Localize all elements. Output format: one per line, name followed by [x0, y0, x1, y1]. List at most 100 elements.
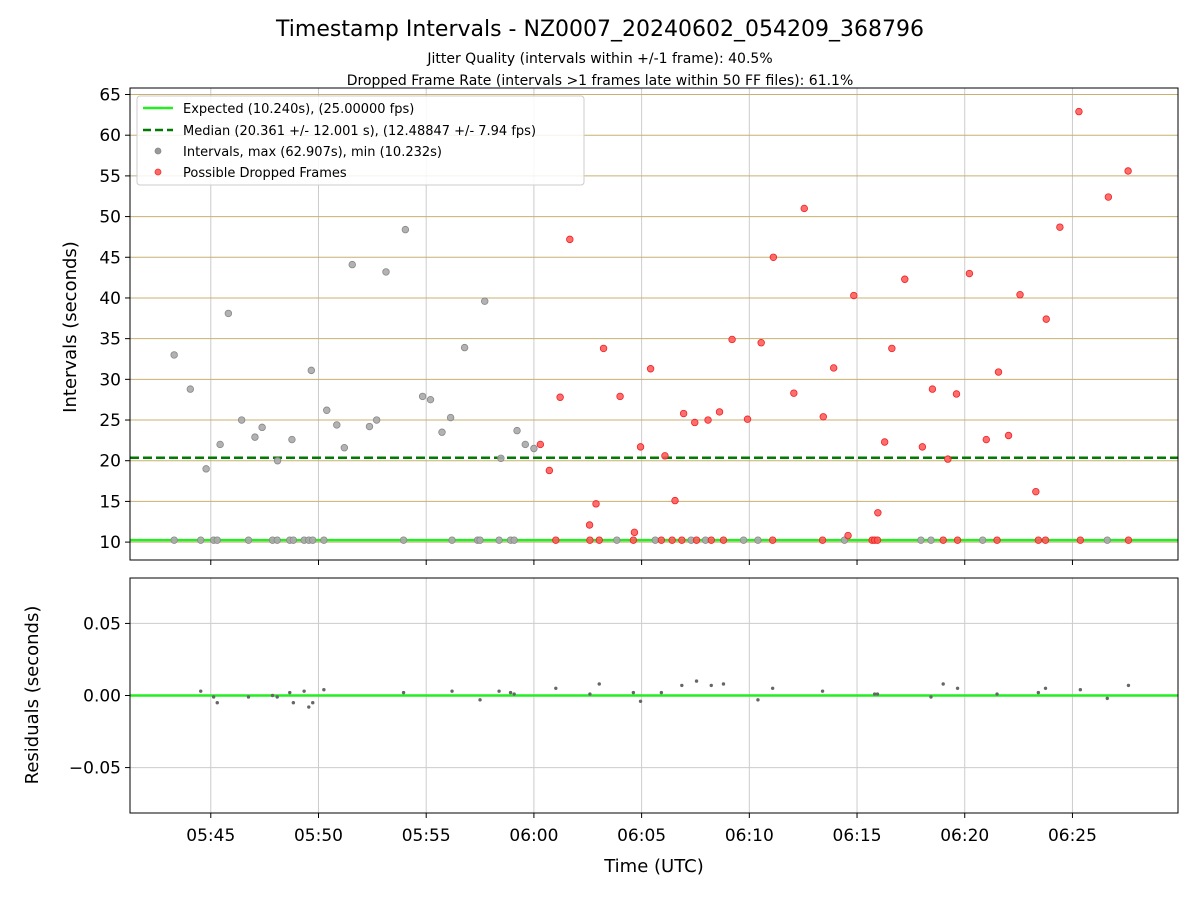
- residual-point: [199, 689, 203, 693]
- dropped-frame-point: [719, 536, 728, 544]
- interval-point: [372, 416, 381, 424]
- interval-point: [495, 536, 503, 544]
- x-tick-label: 06:00: [509, 826, 558, 846]
- dropped-frame-point: [880, 438, 889, 446]
- residual-point: [302, 689, 306, 693]
- interval-point: [739, 536, 748, 544]
- top-y-tick-label: 50: [99, 208, 121, 228]
- dropped-frame-point: [994, 368, 1003, 376]
- interval-point: [216, 440, 224, 449]
- dropped-frame-point: [704, 416, 712, 424]
- residual-point: [554, 686, 558, 690]
- dropped-frame-point: [818, 536, 827, 544]
- dropped-frame-point: [691, 418, 699, 427]
- residual-point: [929, 695, 933, 699]
- chart-subtitle-dropped: Dropped Frame Rate (intervals >1 frames …: [347, 73, 854, 89]
- x-tick-label: 06:10: [725, 826, 774, 846]
- dropped-frame-point: [757, 339, 765, 347]
- dropped-frame-point: [800, 204, 808, 213]
- dropped-frame-point: [768, 536, 777, 544]
- interval-point: [289, 536, 298, 544]
- dropped-frame-point: [586, 536, 594, 544]
- residual-point: [1043, 686, 1048, 690]
- residual-point: [721, 682, 726, 686]
- dropped-frame-point: [657, 536, 666, 544]
- residual-point: [941, 682, 945, 686]
- dropped-frame-point: [873, 536, 882, 544]
- residual-point: [872, 692, 877, 696]
- interval-point: [460, 343, 469, 352]
- dropped-frame-point: [646, 365, 655, 373]
- residual-point: [631, 690, 636, 695]
- bottom-plot-frame: [129, 577, 1179, 814]
- legend-expected-label: Expected (10.240s), (25.00000 fps): [183, 102, 414, 117]
- x-tick-label: 06:15: [833, 826, 882, 846]
- interval-point: [213, 536, 221, 544]
- residual-point: [770, 686, 775, 690]
- chart-title: Timestamp Intervals - NZ0007_20240602_05…: [275, 17, 924, 42]
- bottom-y-axis-label: Residuals (seconds): [22, 606, 43, 785]
- interval-point: [651, 536, 659, 544]
- residual-point: [275, 695, 279, 699]
- interval-point: [224, 309, 233, 318]
- interval-point: [448, 536, 456, 544]
- dropped-frame-point: [1034, 536, 1043, 544]
- dropped-frame-point: [918, 443, 927, 451]
- residual-point: [307, 705, 311, 709]
- dropped-frame-point: [679, 409, 688, 418]
- x-tick-label: 06:05: [617, 826, 666, 846]
- dropped-frame-point: [1104, 193, 1113, 201]
- interval-point: [497, 454, 505, 462]
- residual-point: [597, 682, 601, 686]
- residual-point: [1105, 696, 1109, 701]
- dropped-frame-point: [566, 235, 574, 244]
- dropped-frame-point: [1004, 431, 1013, 440]
- top-y-tick-label: 45: [99, 248, 121, 268]
- residual-point: [680, 683, 684, 688]
- interval-point: [273, 536, 281, 544]
- dropped-frame-point: [790, 389, 798, 397]
- residual-point: [512, 692, 516, 696]
- residual-point: [1036, 690, 1041, 695]
- legend: Expected (10.240s), (25.00000 fps) Media…: [136, 95, 585, 186]
- interval-point: [510, 536, 518, 544]
- legend-intervals-label: Intervals, max (62.907s), min (10.232s): [183, 145, 442, 160]
- residual-point: [756, 698, 760, 702]
- dropped-frame-point: [707, 536, 715, 544]
- dropped-frame-point: [844, 531, 852, 540]
- dropped-frame-point: [850, 291, 858, 300]
- dropped-frame-point: [715, 408, 724, 416]
- dropped-frame-point: [668, 536, 676, 544]
- residual-point: [995, 692, 999, 696]
- interval-point: [530, 444, 538, 453]
- dropped-frame-point: [965, 269, 974, 278]
- interval-point: [323, 406, 331, 414]
- residual-point: [291, 701, 296, 705]
- dropped-frame-point: [661, 452, 669, 460]
- dropped-frame-point: [1032, 487, 1040, 496]
- dropped-frame-point: [585, 521, 594, 529]
- residual-point: [270, 693, 275, 698]
- dropped-frame-point: [536, 440, 545, 449]
- top-y-tick-label: 15: [99, 492, 121, 512]
- dropped-frame-point: [671, 496, 679, 505]
- top-y-tick-label: 25: [99, 411, 121, 431]
- dropped-frame-point: [728, 335, 736, 344]
- residual-point: [694, 679, 699, 683]
- top-y-tick-label: 55: [99, 167, 121, 187]
- residual-point: [246, 695, 251, 699]
- interval-point: [320, 536, 328, 544]
- interval-point: [348, 260, 356, 269]
- residual-point: [311, 701, 315, 705]
- x-tick-label: 06:25: [1048, 826, 1097, 846]
- dropped-frame-point: [616, 392, 624, 401]
- top-y-tick-label: 10: [99, 533, 121, 553]
- interval-point: [418, 392, 427, 401]
- x-tick-label: 05:50: [294, 826, 343, 846]
- interval-point: [446, 413, 455, 422]
- residual-point: [638, 699, 643, 703]
- interval-point: [309, 536, 317, 544]
- x-tick-label: 05:55: [402, 826, 451, 846]
- interval-point: [340, 443, 349, 452]
- legend-dropped-label: Possible Dropped Frames: [183, 166, 347, 181]
